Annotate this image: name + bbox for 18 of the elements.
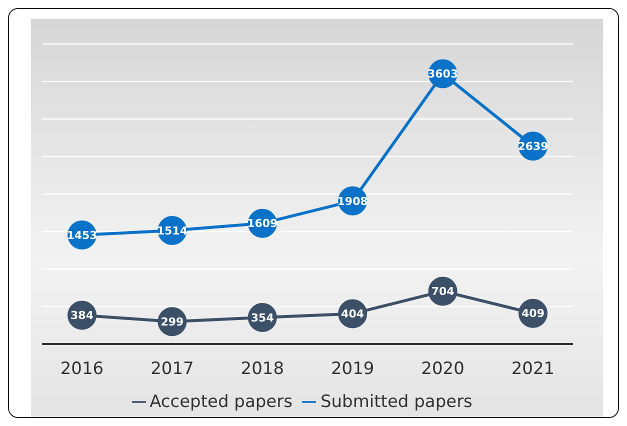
data-label: 409 [522, 307, 544, 320]
data-label: 404 [341, 308, 364, 321]
data-label: 1453 [66, 228, 98, 242]
data-label: 2639 [518, 140, 548, 153]
legend-label: Submitted papers [320, 392, 472, 412]
x-tick-label: 2017 [150, 359, 194, 380]
data-label: 1514 [156, 224, 188, 238]
data-label: 1609 [247, 217, 278, 230]
data-label: 354 [250, 311, 274, 324]
x-tick-label: 2018 [240, 359, 284, 380]
x-tick-label: 2021 [511, 359, 555, 380]
x-tick-label: 2020 [421, 359, 464, 380]
x-tick-label: 2016 [60, 359, 104, 380]
legend-label: Accepted papers [150, 392, 292, 412]
x-tick-label: 2019 [330, 359, 374, 380]
data-label: 384 [70, 309, 94, 322]
data-label: 299 [160, 315, 184, 328]
data-label: 704 [431, 285, 455, 298]
